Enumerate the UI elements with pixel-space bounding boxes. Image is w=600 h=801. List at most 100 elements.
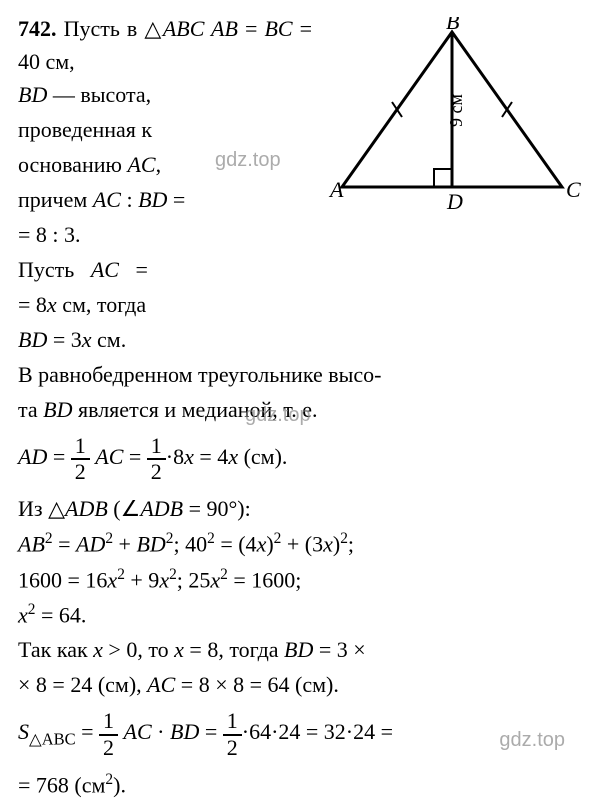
sup: 2 xyxy=(45,530,53,547)
text: BD xyxy=(170,720,199,745)
text: = 8 xyxy=(18,292,47,317)
text: = 64. xyxy=(35,602,86,627)
text: ; 40 xyxy=(174,532,208,557)
text: 1600 = 16 xyxy=(18,567,107,592)
text: + xyxy=(113,532,136,557)
fraction: 12 xyxy=(223,709,242,759)
text: · xyxy=(152,720,170,745)
svg-text:D: D xyxy=(446,189,463,214)
text: x xyxy=(228,444,238,469)
text: AC xyxy=(147,672,175,697)
sup: 2 xyxy=(340,530,348,547)
text: = 4 xyxy=(194,444,228,469)
text: ; 25 xyxy=(177,567,211,592)
text: та xyxy=(18,397,43,422)
sub: △ABC xyxy=(29,730,76,749)
text: ·8 xyxy=(166,444,184,469)
text: AB xyxy=(18,532,45,557)
text: BD xyxy=(18,327,47,352)
svg-text:A: A xyxy=(328,177,344,202)
text: x xyxy=(210,567,220,592)
problem-content: A B C D 9 см 742. Пусть в △ABC AB = BC =… xyxy=(18,12,582,801)
text: = 768 (см xyxy=(18,772,105,797)
text: x xyxy=(323,532,333,557)
text: ). xyxy=(113,772,126,797)
sup: 2 xyxy=(117,566,125,583)
text: = 3 × xyxy=(313,637,365,662)
text: = 1600; xyxy=(228,567,302,592)
text: причем xyxy=(18,187,93,212)
text: Из △ xyxy=(18,496,65,521)
text: = (4 xyxy=(215,532,257,557)
text: AC xyxy=(93,187,121,212)
text: = 3 xyxy=(47,327,81,352)
fraction: 12 xyxy=(71,434,90,484)
text: x xyxy=(93,637,103,662)
text: × 8 = 24 (см), xyxy=(18,672,147,697)
text: , xyxy=(156,152,162,177)
text: см, тогда xyxy=(57,292,146,317)
text: + 9 xyxy=(125,567,159,592)
text: = xyxy=(53,532,76,557)
text: ADB xyxy=(65,496,108,521)
text: + (3 xyxy=(281,532,323,557)
sup: 2 xyxy=(207,530,215,547)
text: = xyxy=(167,187,185,212)
text: (см). xyxy=(238,444,287,469)
text: ABC AB xyxy=(163,16,238,41)
text: = 90°): xyxy=(183,496,251,521)
text: AD xyxy=(76,532,105,557)
text: = xyxy=(199,720,222,745)
text: x xyxy=(107,567,117,592)
svg-text:B: B xyxy=(446,17,459,34)
text: > 0, то xyxy=(103,637,174,662)
svg-text:C: C xyxy=(566,177,581,202)
text: ; xyxy=(348,532,354,557)
sup: 2 xyxy=(220,566,228,583)
text: BD xyxy=(138,187,167,212)
text: x xyxy=(257,532,267,557)
text: = xyxy=(47,444,70,469)
text: AC xyxy=(124,720,152,745)
text: BD xyxy=(43,397,72,422)
text: = 8 : 3. xyxy=(18,218,582,251)
text: = xyxy=(238,16,265,41)
text: BD xyxy=(136,532,165,557)
text: AC xyxy=(127,152,155,177)
sup: 2 xyxy=(166,530,174,547)
text: BD xyxy=(18,82,47,107)
text: основанию xyxy=(18,152,127,177)
text: ) xyxy=(266,532,273,557)
text: BC xyxy=(264,16,292,41)
text: x xyxy=(184,444,194,469)
text: AC xyxy=(91,257,119,282)
text: AD xyxy=(18,444,47,469)
text: x xyxy=(159,567,169,592)
text: x xyxy=(174,637,184,662)
text: ADB xyxy=(140,496,183,521)
text: Пусть xyxy=(18,257,80,282)
text: x xyxy=(47,292,57,317)
problem-number: 742. xyxy=(18,16,57,41)
text: BD xyxy=(284,637,313,662)
text: AC xyxy=(95,444,123,469)
text: : xyxy=(121,187,138,212)
text: ·64·24 = 32·24 = xyxy=(242,720,393,745)
sup: 2 xyxy=(105,771,113,788)
fraction: 12 xyxy=(147,434,166,484)
text: = 8, тогда xyxy=(184,637,284,662)
text: см. xyxy=(92,327,127,352)
text: = xyxy=(130,257,148,282)
text: S xyxy=(18,720,29,745)
svg-text:9 см: 9 см xyxy=(446,94,466,127)
sup: 2 xyxy=(105,530,113,547)
text: Пусть в △ xyxy=(64,16,163,41)
text: x xyxy=(18,602,28,627)
text: (∠ xyxy=(108,496,141,521)
text: — высота, xyxy=(47,82,151,107)
text: x xyxy=(82,327,92,352)
triangle-diagram: A B C D 9 см xyxy=(322,17,582,217)
text: = 8 × 8 = 64 (см). xyxy=(175,672,339,697)
text: Так как xyxy=(18,637,93,662)
text: является и медианой, т. е. xyxy=(72,397,317,422)
